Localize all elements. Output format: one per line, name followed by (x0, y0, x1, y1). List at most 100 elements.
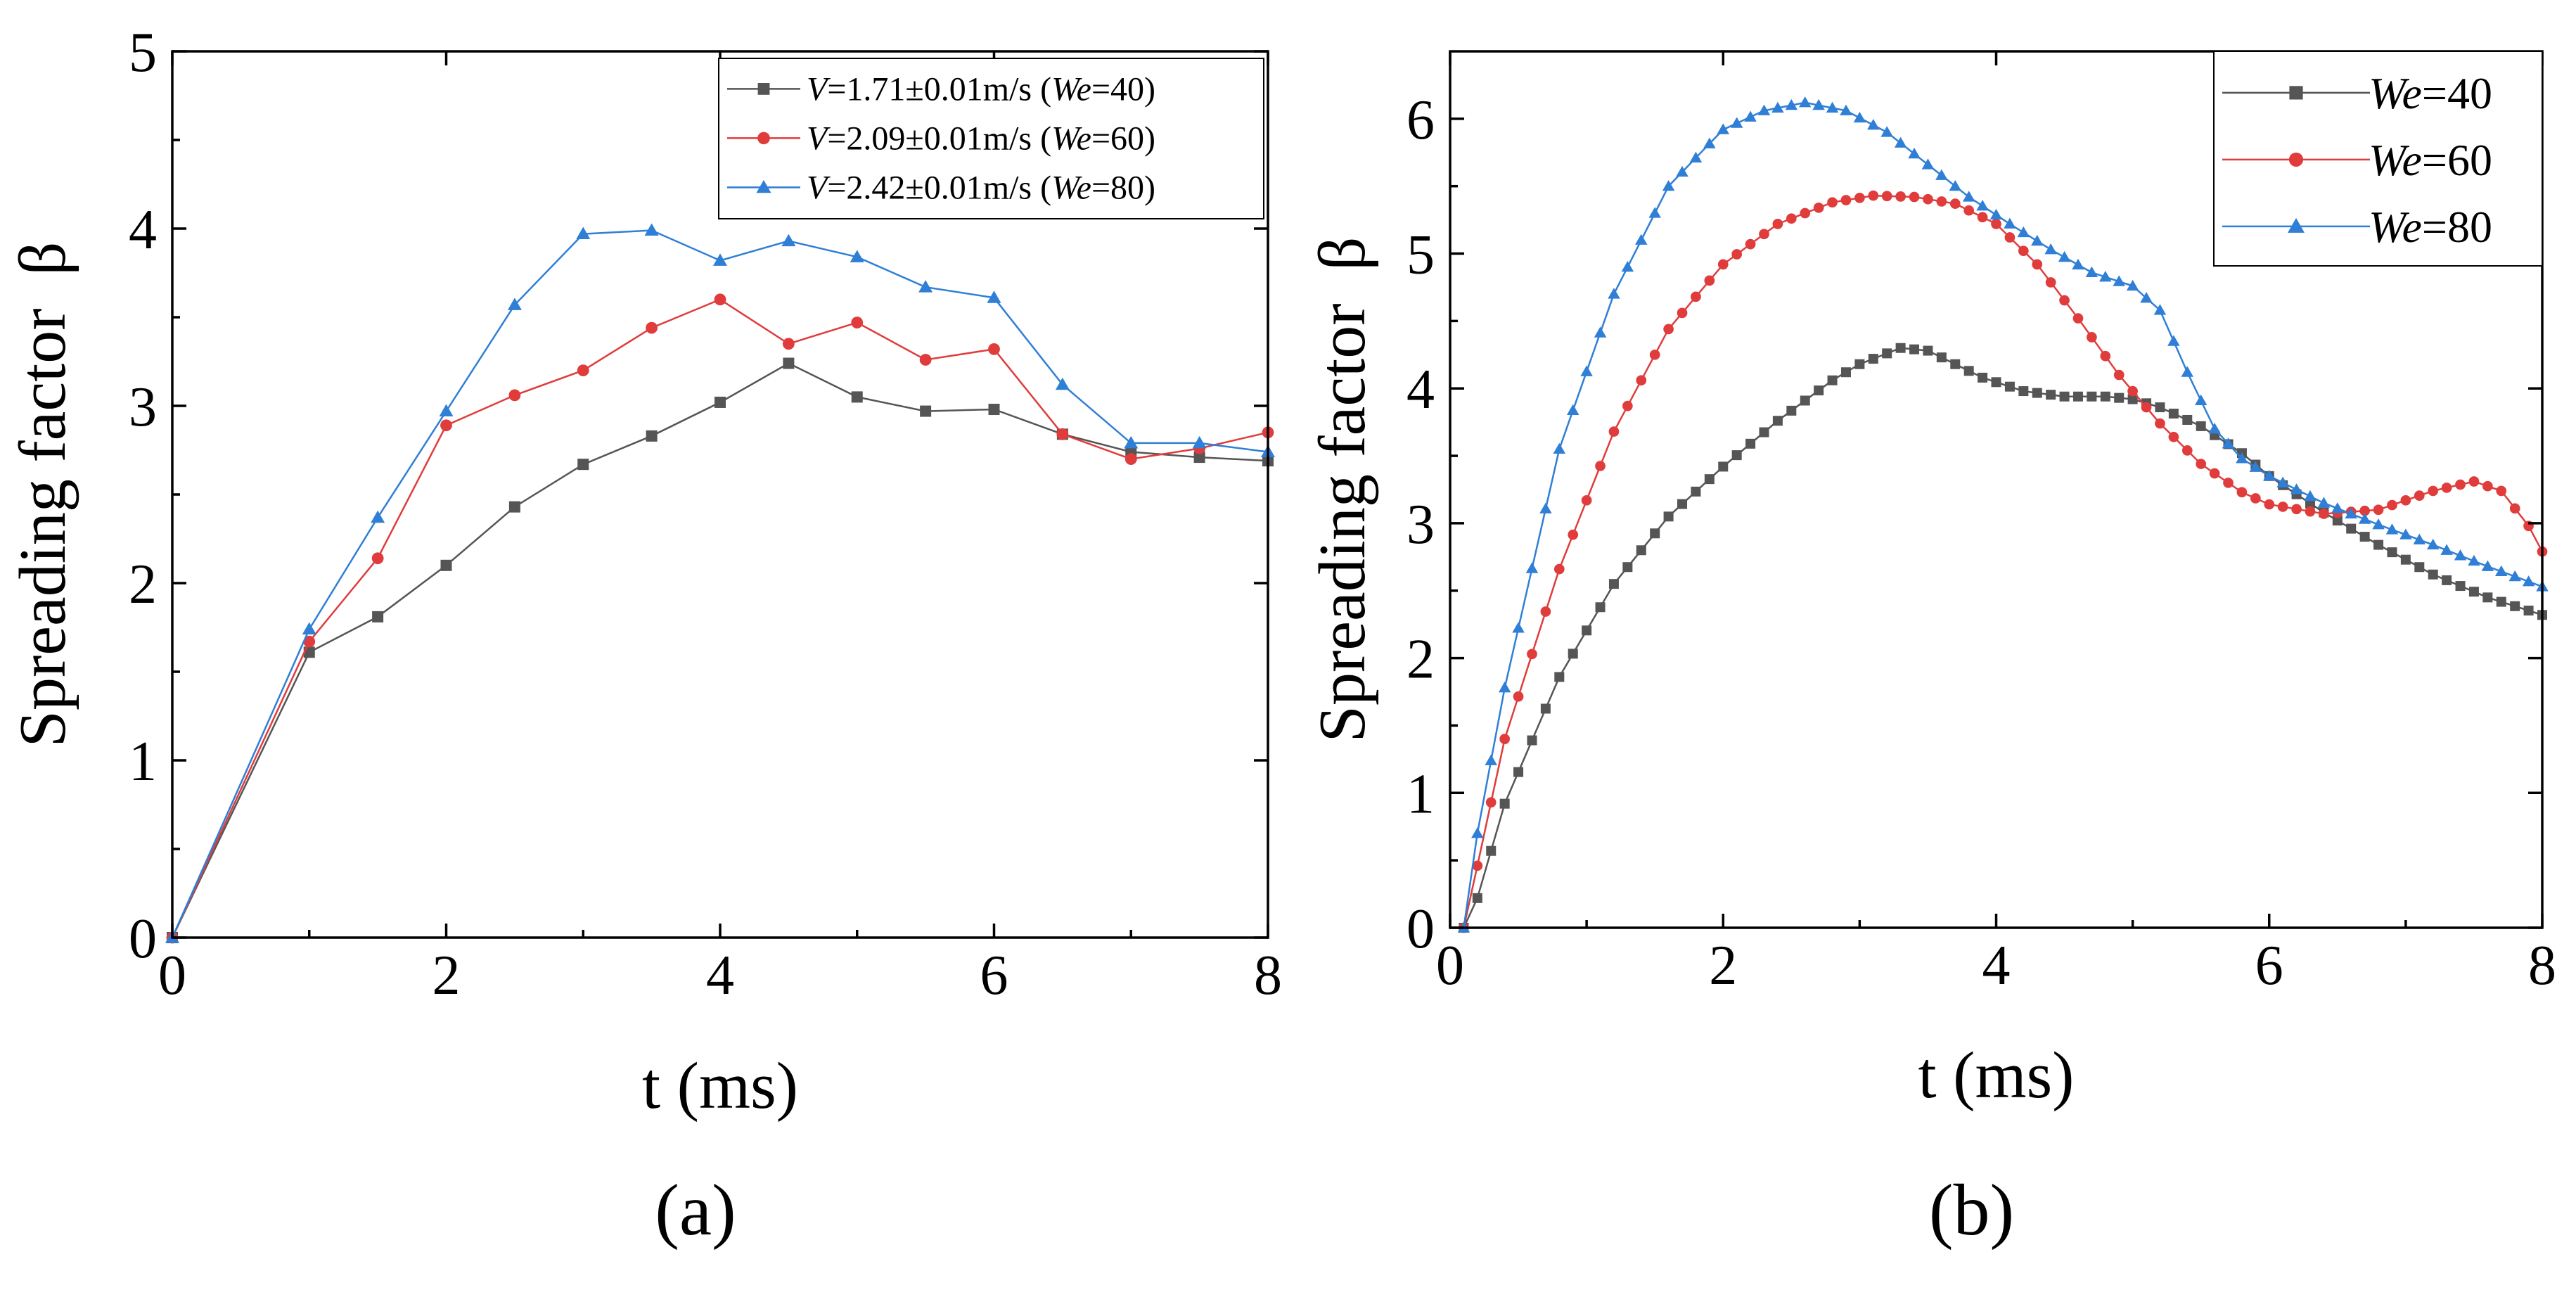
data-point (2196, 421, 2206, 431)
data-point (1757, 104, 1771, 115)
data-point (2140, 292, 2153, 303)
data-point (1868, 190, 1879, 201)
data-point (850, 250, 864, 262)
data-point (1540, 606, 1551, 617)
data-point (1759, 229, 1769, 240)
data-point (1827, 197, 1838, 208)
data-point (2345, 507, 2357, 519)
legend-label-part: =40 (2422, 68, 2492, 118)
data-point (2428, 569, 2438, 580)
x-tick-label: 2 (1709, 935, 1737, 997)
data-point (646, 321, 658, 334)
data-point (1772, 219, 1783, 229)
data-point (2496, 485, 2507, 497)
data-point (2141, 402, 2152, 413)
data-point (508, 389, 521, 402)
data-point (2359, 532, 2370, 542)
data-point (2372, 518, 2385, 530)
data-point (1840, 195, 1852, 205)
data-point (1582, 625, 1592, 636)
legend-label-part: V (807, 169, 831, 206)
data-point (439, 404, 454, 417)
data-point (1553, 563, 1565, 575)
legend-box (718, 58, 1264, 219)
data-point (1949, 179, 1962, 191)
data-point (1827, 375, 1838, 385)
data-point (2099, 271, 2112, 282)
data-point (715, 396, 726, 408)
legend-marker (2289, 86, 2303, 100)
data-point (1704, 474, 1715, 485)
data-point (2045, 277, 2056, 288)
data-point (2085, 266, 2098, 277)
legend-label-part: We (1051, 70, 1091, 108)
data-point (2100, 350, 2111, 362)
data-point (1472, 860, 1483, 871)
data-point (2153, 304, 2167, 315)
y-tick-label: 0 (1406, 898, 1435, 960)
data-point (2373, 504, 2384, 516)
x-tick-label: 8 (1254, 945, 1282, 1007)
data-point (2155, 402, 2165, 413)
data-point (1895, 191, 1906, 202)
data-point (1759, 427, 1769, 438)
x-tick-label: 2 (432, 945, 461, 1007)
data-point (1513, 691, 1524, 702)
data-point (1854, 359, 1865, 369)
data-point (1840, 104, 1852, 115)
data-point (2387, 499, 2397, 511)
data-point (2194, 394, 2207, 406)
data-point (1553, 442, 1566, 454)
data-point (1566, 404, 1579, 415)
data-point (1124, 435, 1139, 449)
data-point (2004, 232, 2016, 243)
data-point (2264, 499, 2275, 510)
data-point (783, 357, 795, 369)
series-line (171, 229, 1269, 938)
data-point (2440, 544, 2453, 555)
x-axis-title: t (ms) (1918, 1039, 2075, 1112)
data-point (1854, 192, 1865, 203)
data-point (2263, 470, 2276, 481)
data-point (440, 419, 452, 432)
data-point (1486, 845, 1497, 856)
legend-label-part: We (1051, 120, 1091, 157)
data-point (2482, 592, 2493, 603)
data-point (1717, 123, 1729, 134)
data-point (372, 611, 384, 622)
data-point (1635, 234, 1648, 245)
data-point (2072, 313, 2084, 324)
legend-label-part: =80) (1091, 169, 1155, 206)
data-point (1622, 400, 1633, 411)
series-v-1-71-0-01m-s-we-40- (167, 357, 1274, 943)
x-tick-label: 0 (158, 945, 186, 1007)
y-tick-label: 1 (129, 731, 157, 793)
data-point (1636, 545, 1646, 556)
data-point (2291, 504, 2302, 515)
data-point (644, 223, 659, 236)
series-line (1463, 194, 2544, 928)
data-point (2496, 596, 2506, 607)
data-point (646, 430, 658, 442)
data-point (1826, 101, 1839, 113)
data-point (2359, 505, 2370, 516)
legend-label-part: We (2369, 68, 2422, 118)
legend-label-part: =2.09±0.01m/s ( (827, 120, 1051, 157)
data-point (1895, 343, 1906, 353)
data-point (1785, 98, 1798, 110)
y-tick-label: 1 (1406, 763, 1435, 825)
data-point (2004, 217, 2016, 229)
data-point (1978, 372, 1988, 383)
data-point (507, 298, 522, 310)
data-point (1485, 797, 1497, 808)
data-point (1771, 101, 1784, 113)
data-point (2468, 476, 2480, 487)
data-point (2127, 385, 2138, 397)
data-point (1595, 602, 1606, 613)
data-point (2032, 259, 2043, 270)
legend-label-part: V (807, 70, 831, 108)
data-point (918, 280, 933, 293)
data-point (920, 405, 932, 417)
